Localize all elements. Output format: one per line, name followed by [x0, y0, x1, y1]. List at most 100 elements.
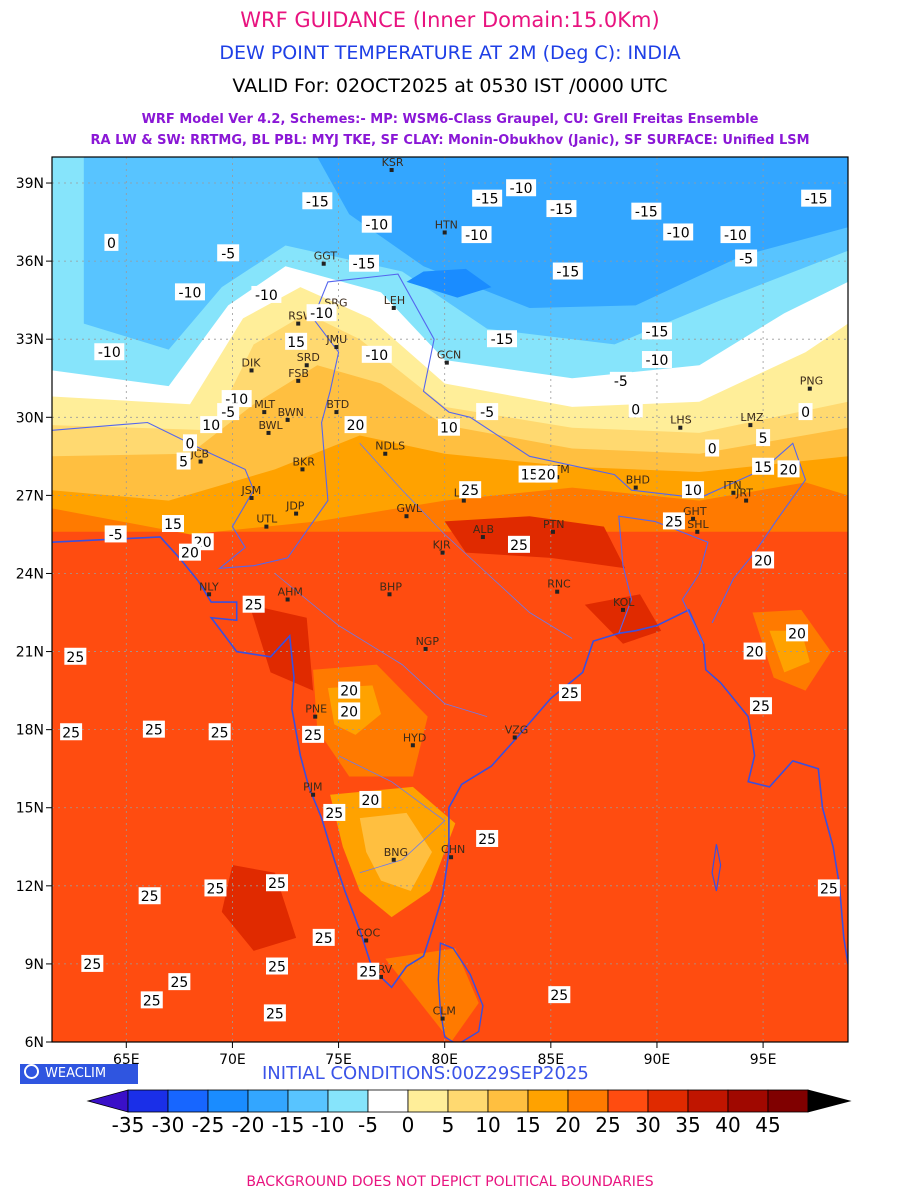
- city-marker-coc: [364, 938, 369, 943]
- contour-label-text: -5: [614, 374, 628, 390]
- city-label: AHM: [278, 586, 303, 599]
- contour-label: 25: [357, 962, 380, 981]
- city-marker-bwn: [285, 417, 290, 422]
- colorbar-label: -25: [192, 1113, 225, 1137]
- city-marker-ptn: [550, 529, 555, 534]
- contour-label-text: 20: [361, 793, 379, 809]
- colorbar-box: [127, 1089, 169, 1113]
- city-marker-rnc: [555, 589, 560, 594]
- city-label: GGT: [314, 250, 338, 263]
- colorbar-box: [767, 1089, 809, 1113]
- city-label: PTN: [543, 518, 565, 531]
- contour-label-box: [242, 595, 265, 613]
- contour-label: -10: [174, 283, 205, 301]
- contour-label: -15: [546, 200, 577, 218]
- colorbar-label: 35: [675, 1113, 700, 1137]
- contour-label-text: 25: [478, 832, 496, 848]
- contour-label-box: [752, 551, 775, 569]
- contour-label-text: 25: [359, 965, 377, 981]
- city-label: CHN: [441, 843, 465, 856]
- contour-label-box: [777, 460, 800, 478]
- contour-label: 20: [178, 543, 201, 562]
- city-marker-bhd: [633, 485, 638, 490]
- contour-label-text: 20: [340, 704, 358, 720]
- contour-label-text: -5: [221, 246, 235, 262]
- contour-label: 25: [459, 481, 482, 499]
- contour-label: 25: [142, 720, 165, 739]
- city-marker-kjr: [440, 550, 445, 555]
- contour-label: -10: [251, 285, 282, 304]
- contour-label: 10: [200, 416, 223, 434]
- contour-label-text: 25: [143, 993, 161, 1009]
- city-label: PNG: [800, 375, 823, 388]
- contour-label-box: [535, 465, 558, 483]
- city-label: PJM: [303, 781, 322, 794]
- contour-label-text: -15: [556, 265, 579, 281]
- city-label: NLY: [199, 580, 219, 593]
- dew-point-band-18: [249, 604, 314, 691]
- city-label: RNC: [547, 578, 571, 591]
- contour-label-box: [182, 434, 197, 452]
- contour-label-box: [628, 400, 643, 418]
- contour-label-text: -15: [306, 194, 329, 210]
- contour-label-box: [302, 192, 333, 210]
- contour-label-box: [138, 887, 161, 905]
- contour-label-text: -15: [805, 192, 828, 208]
- contour-label: -5: [609, 371, 632, 390]
- contour-label-box: [476, 403, 499, 421]
- contour-label-box: [437, 418, 460, 436]
- contour-label-text: 20: [780, 462, 798, 478]
- contour-label-text: 25: [315, 931, 333, 947]
- contour-label-text: 25: [304, 728, 322, 744]
- coastline-and-borders: [52, 273, 848, 1042]
- contour-label-text: 5: [179, 455, 188, 471]
- contour-label-box: [208, 723, 231, 741]
- contour-labels: -15-10-10-15-15 -15-15-10 -10-10-5 -50-10-1…: [60, 179, 840, 1022]
- colorbar-box: [287, 1089, 329, 1113]
- contour-label-text: 20: [181, 546, 199, 562]
- dew-point-band-19: [444, 516, 626, 569]
- initial-conditions: INITIAL CONDITIONS:00Z29SEP2025: [262, 1063, 589, 1084]
- city-label: GWL: [396, 502, 422, 515]
- lat-tick-label: 33N: [16, 332, 44, 348]
- lat-tick-label: 15N: [16, 801, 44, 817]
- city-markers: KSRHTNGGTLEHRSWSRGJMUSRDFSBDIKBTDMLTBWNB…: [190, 156, 823, 1021]
- contour-label: 25: [558, 684, 581, 702]
- city-marker-shl: [695, 529, 700, 534]
- contour-label: 20: [338, 681, 361, 700]
- city-marker-itn: [731, 490, 736, 495]
- contour-label: -10: [663, 223, 694, 241]
- contour-label-text: 25: [550, 988, 568, 1004]
- contour-label-box: [705, 439, 720, 457]
- contour-label-box: [217, 403, 240, 421]
- city-label: SRD: [297, 351, 320, 364]
- city-label: JRT: [735, 487, 753, 500]
- city-label: LEH: [384, 294, 405, 307]
- contour-label: 25: [548, 986, 571, 1004]
- contour-label-text: 0: [631, 402, 640, 418]
- contour-label: 25: [662, 512, 685, 530]
- contour-label-box: [60, 723, 83, 741]
- colorbar-high-arrow: [807, 1089, 852, 1113]
- contour-label: 10: [437, 418, 460, 437]
- contour-label: 25: [64, 647, 87, 666]
- contour-label: -15: [641, 322, 672, 340]
- contour-label-box: [472, 189, 503, 207]
- contour-label: 25: [266, 874, 289, 892]
- lat-tick-label: 39N: [16, 176, 44, 192]
- sri-lanka-coast: [437, 942, 484, 1042]
- colorbar-box: [407, 1089, 449, 1113]
- contour-label: -5: [476, 403, 499, 421]
- contour-label-box: [609, 371, 632, 389]
- colorbar-box: [567, 1089, 609, 1113]
- lat-tick-label: 12N: [16, 879, 44, 895]
- city-marker-btd: [334, 410, 339, 415]
- contour-label-text: -5: [739, 252, 753, 268]
- colorbar-label: 15: [515, 1113, 540, 1137]
- dew-point-band-20: [584, 594, 662, 644]
- contour-label-text: 10: [202, 418, 220, 434]
- contour-label-text: -10: [724, 228, 747, 244]
- city-marker-fsb: [296, 378, 301, 383]
- contour-label: 15: [161, 515, 184, 533]
